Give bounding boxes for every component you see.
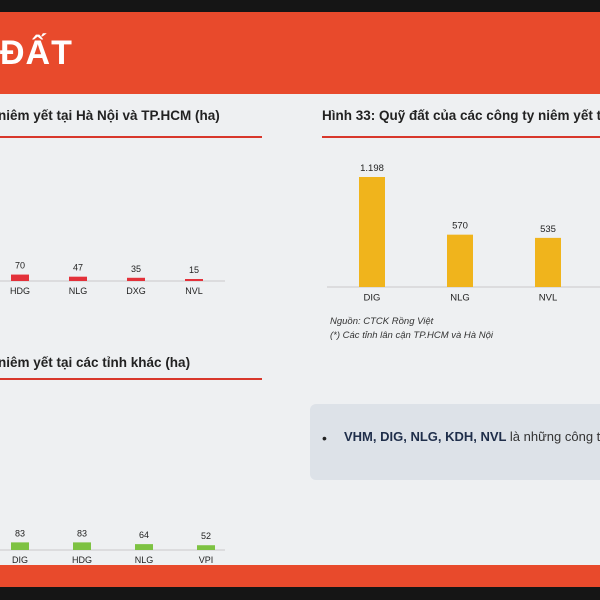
tick-label-NLG: NLG [135,555,154,565]
tick-label-NVL: NVL [185,286,203,296]
source-note: Nguồn: CTCK Rồng Việt [330,316,434,327]
bar-NLG [135,544,153,550]
note-bold: VHM, DIG, NLG, KDH, NVL [344,429,507,444]
bar-HDG [73,542,91,550]
chart2-title: Hình 33: Quỹ đất của các công ty niêm yế… [322,108,600,123]
tick-label-NVL: NVL [539,293,557,304]
tick-label-VPI: VPI [199,555,214,565]
data-label-NVL: 15 [189,265,199,275]
note-box: • VHM, DIG, NLG, KDH, NVL là những công … [310,404,600,480]
bullet-icon: • [322,430,327,446]
chart3-plot: 83 DIG 83 HDG 64 NLG 52 VPI [0,528,225,565]
bar-DIG [11,542,29,550]
note-rest: là những công ty đ [509,429,600,444]
bar-NVL [535,237,561,287]
tick-label-HDG: HDG [72,555,92,565]
chart2-plot: 1.198 DIG 570 NLG 535 NVL [327,163,600,304]
header-bar: ĐẤT [0,12,600,94]
slide-title: ĐẤT [0,34,73,72]
bar-NLG [447,234,473,287]
bar-HDG [11,274,29,281]
tick-label-NLG: NLG [69,286,88,296]
data-label-VPI: 52 [201,531,211,541]
footnote: (*) Các tỉnh lân cận TP.HCM và Hà Nội [330,330,493,341]
tick-label-DIG: DIG [364,293,381,304]
data-label-HDG: 70 [15,261,25,271]
bar-DIG [359,177,385,287]
data-label-NLG: 47 [73,263,83,273]
chart1-title-rule [0,136,262,138]
bar-VPI [197,545,215,550]
data-label-NLG: 64 [139,530,149,540]
data-label-NLG: 570 [452,221,468,232]
chart3-title-rule [0,378,262,380]
data-label-DXG: 35 [131,264,141,274]
tick-label-NLG: NLG [450,293,470,304]
bar-NLG [69,276,87,281]
footer-bar [0,565,600,587]
data-label-DIG: 83 [15,528,25,538]
data-label-NVL: 535 [540,224,556,235]
chart1-title: niêm yết tại Hà Nội và TP.HCM (ha) [0,108,220,123]
tick-label-DIG: DIG [12,555,28,565]
bar-NVL [185,279,203,281]
data-label-DIG: 1.198 [360,163,384,174]
note-text: VHM, DIG, NLG, KDH, NVL là những công ty… [344,429,600,444]
chart1-plot: 70 HDG 47 NLG 35 DXG 15 NVL [0,261,225,296]
chart3-title: niêm yết tại các tỉnh khác (ha) [0,355,191,370]
tick-label-DXG: DXG [126,286,146,296]
bar-DXG [127,277,145,281]
data-label-HDG: 83 [77,528,87,538]
tick-label-HDG: HDG [10,286,30,296]
presentation-slide: ĐẤT niêm yết tại Hà Nội và TP.HCM (ha) 7… [0,12,600,587]
chart2-title-rule [322,136,600,138]
